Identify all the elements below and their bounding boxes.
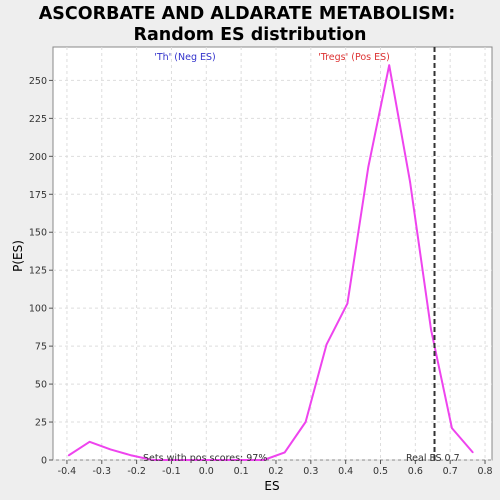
x-tick-label: -0.1: [162, 466, 181, 477]
y-tick-label: 0: [41, 456, 47, 467]
y-tick-label: 125: [29, 266, 47, 277]
es-data-point: [409, 181, 411, 183]
x-tick-label: 0.1: [234, 466, 249, 477]
x-tick-label: 0.4: [338, 466, 353, 477]
neg-es-label: 'Th' (Neg ES): [154, 52, 216, 63]
pos-scores-annotation: Sets with pos scores: 97%: [143, 453, 267, 464]
es-data-point: [172, 459, 175, 461]
x-tick-label: -0.2: [127, 466, 146, 477]
y-tick-label: 100: [29, 304, 47, 315]
x-tick-label: -0.4: [58, 466, 77, 477]
x-axis: -0.4 -0.3 -0.2 -0.1 0.0 0.1 0.2 0.3 0.4 0.5 0.6 0.7…: [58, 460, 493, 477]
y-tick-label: 200: [29, 152, 47, 163]
plot-area: [52, 46, 493, 461]
es-data-point: [109, 448, 112, 451]
es-data-point: [367, 166, 370, 168]
x-tick-label: -0.3: [93, 466, 112, 477]
es-data-point: [193, 459, 195, 461]
real-es-annotation: Real ES 0.7: [406, 453, 460, 464]
es-data-point: [151, 459, 154, 461]
x-tick-label: 0.6: [408, 466, 423, 477]
es-data-point: [67, 454, 70, 457]
y-tick-label: 175: [29, 190, 47, 201]
es-data-point: [472, 451, 474, 454]
es-data-point: [304, 421, 307, 423]
x-tick-label: 0.2: [268, 466, 283, 477]
es-data-point: [346, 302, 349, 305]
es-data-point: [451, 427, 453, 429]
chart-title-line1: ASCORBATE AND ALDARATE METABOLISM:: [39, 4, 455, 24]
x-tick-label: 0.0: [199, 466, 214, 477]
x-tick-label: 0.3: [303, 466, 318, 477]
y-axis-label: P(ES): [11, 240, 25, 272]
grid-lines: [53, 47, 492, 461]
es-data-point: [130, 454, 133, 457]
y-tick-label: 250: [29, 76, 47, 87]
x-tick-label: 0.5: [373, 466, 388, 477]
es-data-point: [214, 459, 216, 461]
x-tick-label: 0.7: [443, 466, 458, 477]
y-axis: 0 25 50 75 100 125 150 175 200 225 250: [29, 76, 53, 467]
y-tick-label: 150: [29, 228, 47, 239]
es-data-point: [388, 64, 391, 67]
es-data-point: [430, 328, 432, 331]
es-data-point: [88, 440, 91, 443]
chart-title-line2: Random ES distribution: [133, 25, 366, 45]
es-data-point: [283, 451, 286, 454]
pos-es-label: 'Tregs' (Pos ES): [318, 52, 390, 63]
es-data-point: [256, 459, 258, 461]
x-tick-label: 0.8: [477, 466, 492, 477]
y-tick-label: 75: [35, 342, 47, 353]
y-tick-label: 50: [35, 380, 47, 391]
series-layer: [67, 64, 474, 461]
y-tick-label: 225: [29, 114, 47, 125]
es-data-point: [325, 343, 328, 346]
es-data-point: [235, 459, 237, 461]
y-tick-label: 25: [35, 418, 47, 429]
x-axis-label: ES: [264, 479, 279, 493]
es-data-point: [262, 459, 265, 461]
